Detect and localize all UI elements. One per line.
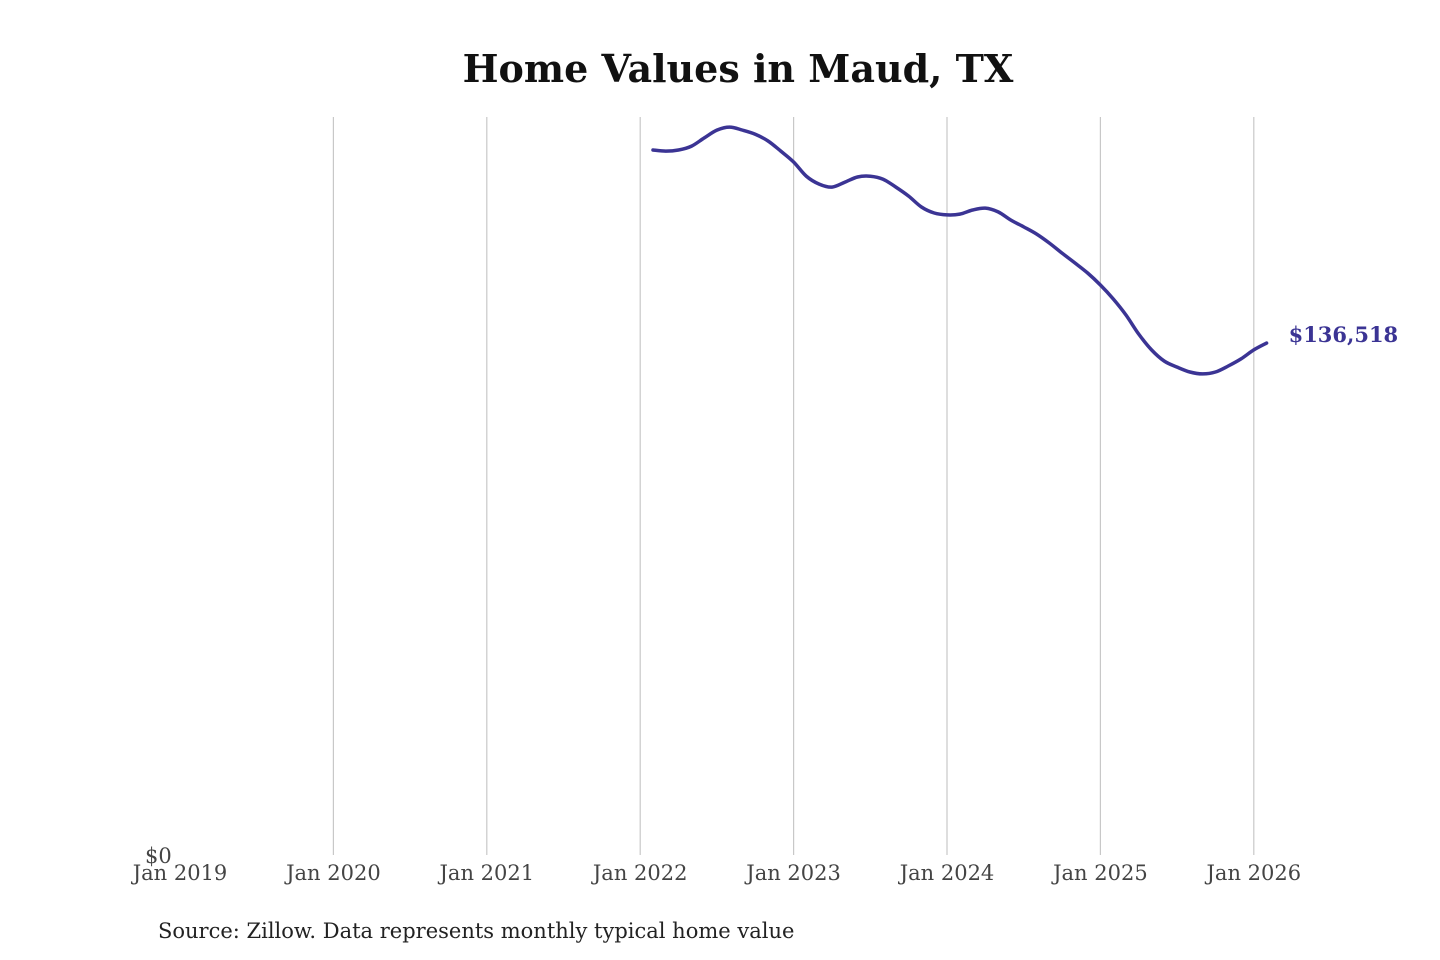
x-tick-label: Jan 2024 — [898, 861, 995, 885]
x-tick-label: Jan 2025 — [1051, 861, 1148, 885]
x-tick-label: Jan 2021 — [438, 861, 535, 885]
y-tick-label: $0 — [145, 844, 172, 868]
x-axis: Jan 2019 Jan 2020 Jan 2021 Jan 2022 Jan 2023… — [131, 861, 1301, 885]
chart-title: Home Values in Maud, TX — [463, 46, 1014, 91]
gridlines — [332, 117, 1255, 855]
x-tick-label: Jan 2022 — [591, 861, 688, 885]
x-tick-label: Jan 2026 — [1205, 861, 1302, 885]
end-value-label: $136,518 — [1289, 322, 1399, 347]
x-tick-label: Jan 2019 — [131, 861, 228, 885]
x-tick-label: Jan 2023 — [744, 861, 841, 885]
series-line — [651, 125, 1269, 376]
source-note: Source: Zillow. Data represents monthly … — [158, 919, 794, 943]
x-tick-label: Jan 2020 — [284, 861, 381, 885]
